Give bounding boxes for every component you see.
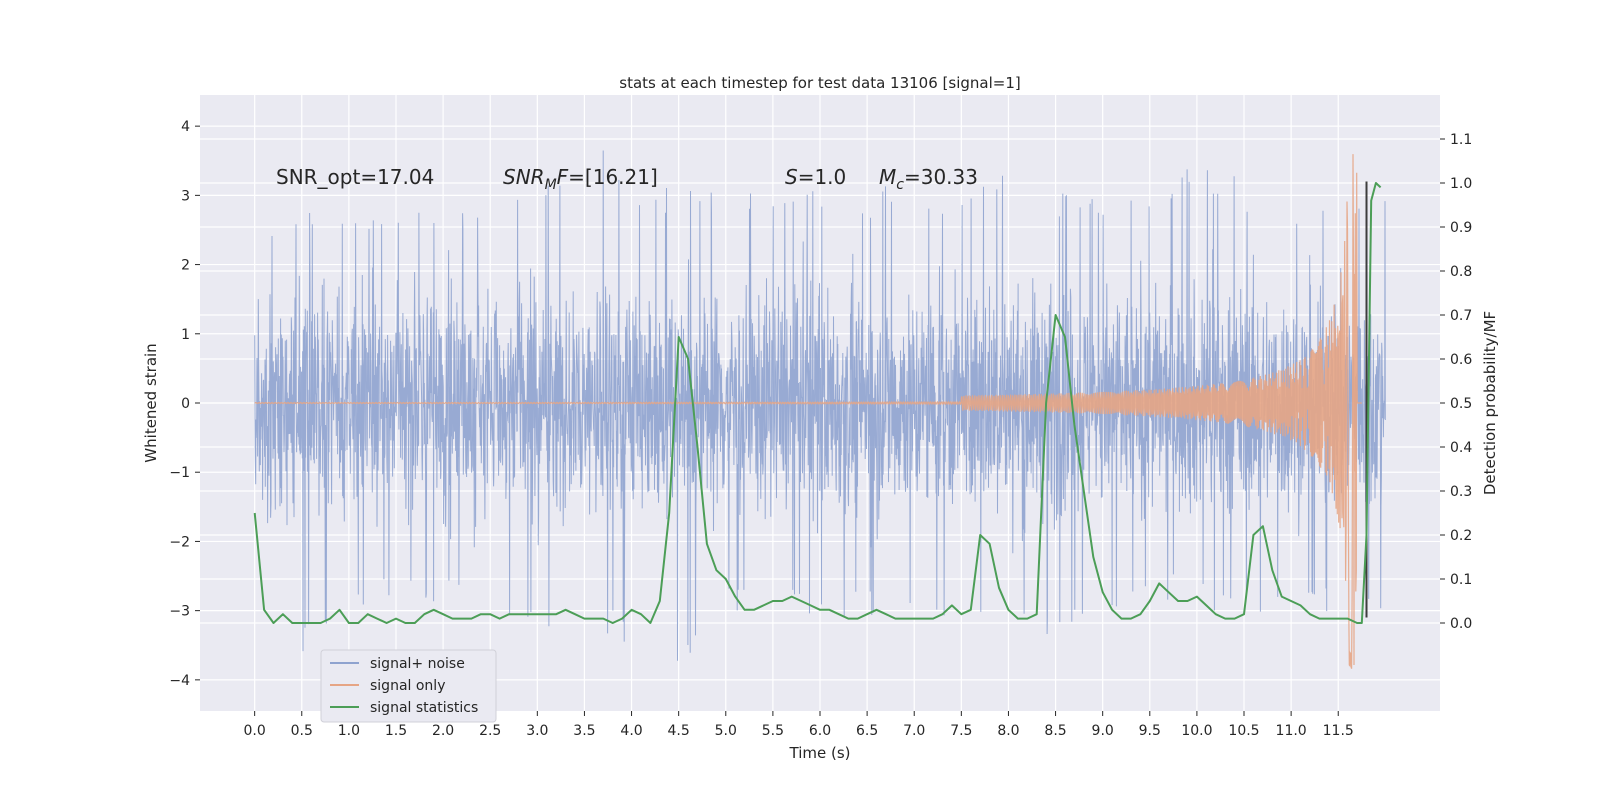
snr-mf-subscript: M [545,177,557,193]
y-right-tick-label: 0.9 [1450,220,1472,236]
y-tick-label: −4 [169,673,190,689]
signal-only-series [254,154,1362,669]
annotation-snr-mf: SNRMF=[16.21] [503,165,658,193]
y-tick-label: −2 [169,534,190,550]
y-axis-label: Whitened strain [142,343,160,462]
legend-label-signal-noise: signal+ noise [370,656,465,672]
x-tick-label: 7.0 [903,723,925,739]
signal-noise-series [254,150,1386,661]
x-tick-label: 6.0 [809,723,831,739]
y-tick-label: 0 [181,396,190,412]
x-tick-label: 11.0 [1276,723,1307,739]
y-tick-label: 1 [181,327,190,343]
x-tick-label: 4.5 [668,723,690,739]
x-axis-label: Time (s) [789,744,851,762]
x-tick-label: 3.0 [526,723,548,739]
s-value: =1.0 [798,165,847,189]
x-tick-label: 5.0 [715,723,737,739]
y-tick-label: −1 [169,465,190,481]
legend-box [320,649,497,723]
x-tick-label: 0.0 [244,723,266,739]
x-tick-label: 8.5 [1044,723,1066,739]
x-tick-label: 3.5 [573,723,595,739]
x-tick-label: 10.5 [1228,723,1259,739]
y-right-tick-label: 0.7 [1450,308,1472,324]
y-right-tick-label: 0.4 [1450,440,1472,456]
mc-subscript: c [896,177,904,193]
y-right-tick-label: 1.1 [1450,132,1472,148]
signal-statistics-series [253,182,1382,624]
x-tick-label: 6.5 [856,723,878,739]
snr-mf-value: =[16.21] [568,165,658,189]
y-right-tick-label: 0.8 [1450,264,1472,280]
signal-only-line [254,154,1362,669]
x-tick-label: 10.0 [1181,723,1212,739]
x-tick-label: 2.5 [479,723,501,739]
legend-label-signal-only: signal only [370,678,445,694]
x-tick-labels: 0.0 0.5 1.0 1.5 2.0 2.5 3.0 3.5 4.0 4.5 5.0 5.5 6.0 6… [244,711,1354,739]
s-name: S [785,165,798,189]
y-right-axis-label: Detection probability/MF [1481,311,1499,495]
snr-mf-suffix: F [557,165,569,189]
y-right-tick-label: 0.5 [1450,396,1472,412]
annotation-snr-opt: SNR_opt=17.04 [276,165,434,189]
x-tick-label: 1.0 [338,723,360,739]
x-tick-label: 0.5 [291,723,313,739]
y-tick-label: 4 [181,119,190,135]
mc-name: M [879,165,896,189]
chart-title: stats at each timestep for test data 131… [619,74,1020,92]
signal-noise-line [254,150,1386,661]
x-tick-label: 8.0 [997,723,1019,739]
annotation-mc: Mc=30.33 [879,165,978,193]
x-tick-label: 5.5 [762,723,784,739]
y-right-tick-label: 0.3 [1450,484,1472,500]
y-tick-label: 3 [181,188,190,204]
y-right-tick-label: 1.0 [1450,176,1472,192]
x-tick-label: 1.5 [385,723,407,739]
y-tick-label: 2 [181,258,190,274]
x-tick-label: 2.0 [432,723,454,739]
y-tick-label: −3 [169,604,190,620]
x-tick-label: 4.0 [620,723,642,739]
y-right-tick-label: 0.6 [1450,352,1472,368]
legend: signal+ noise signal only signal statist… [320,649,497,723]
mc-value: =30.33 [904,165,978,189]
y-tick-labels: 4 3 2 1 0 −1 −2 −3 −4 [169,119,200,689]
y-right-tick-label: 0.2 [1450,528,1472,544]
y-right-tick-label: 0.0 [1450,616,1472,632]
x-tick-label: 9.5 [1139,723,1161,739]
x-tick-label: 11.5 [1323,723,1354,739]
x-tick-label: 9.0 [1092,723,1114,739]
x-tick-label: 7.5 [950,723,972,739]
annotation-s: S=1.0 [785,165,846,189]
y-right-tick-labels: 1.1 1.0 0.9 0.8 0.7 0.6 0.5 0.4 0.3 0.2 0.1 0.0 [1440,132,1472,632]
legend-label-signal-statistics: signal statistics [370,700,478,716]
snr-mf-name: SNR [503,165,545,189]
signal-statistics-line [253,182,1382,624]
y-right-tick-label: 0.1 [1450,572,1472,588]
